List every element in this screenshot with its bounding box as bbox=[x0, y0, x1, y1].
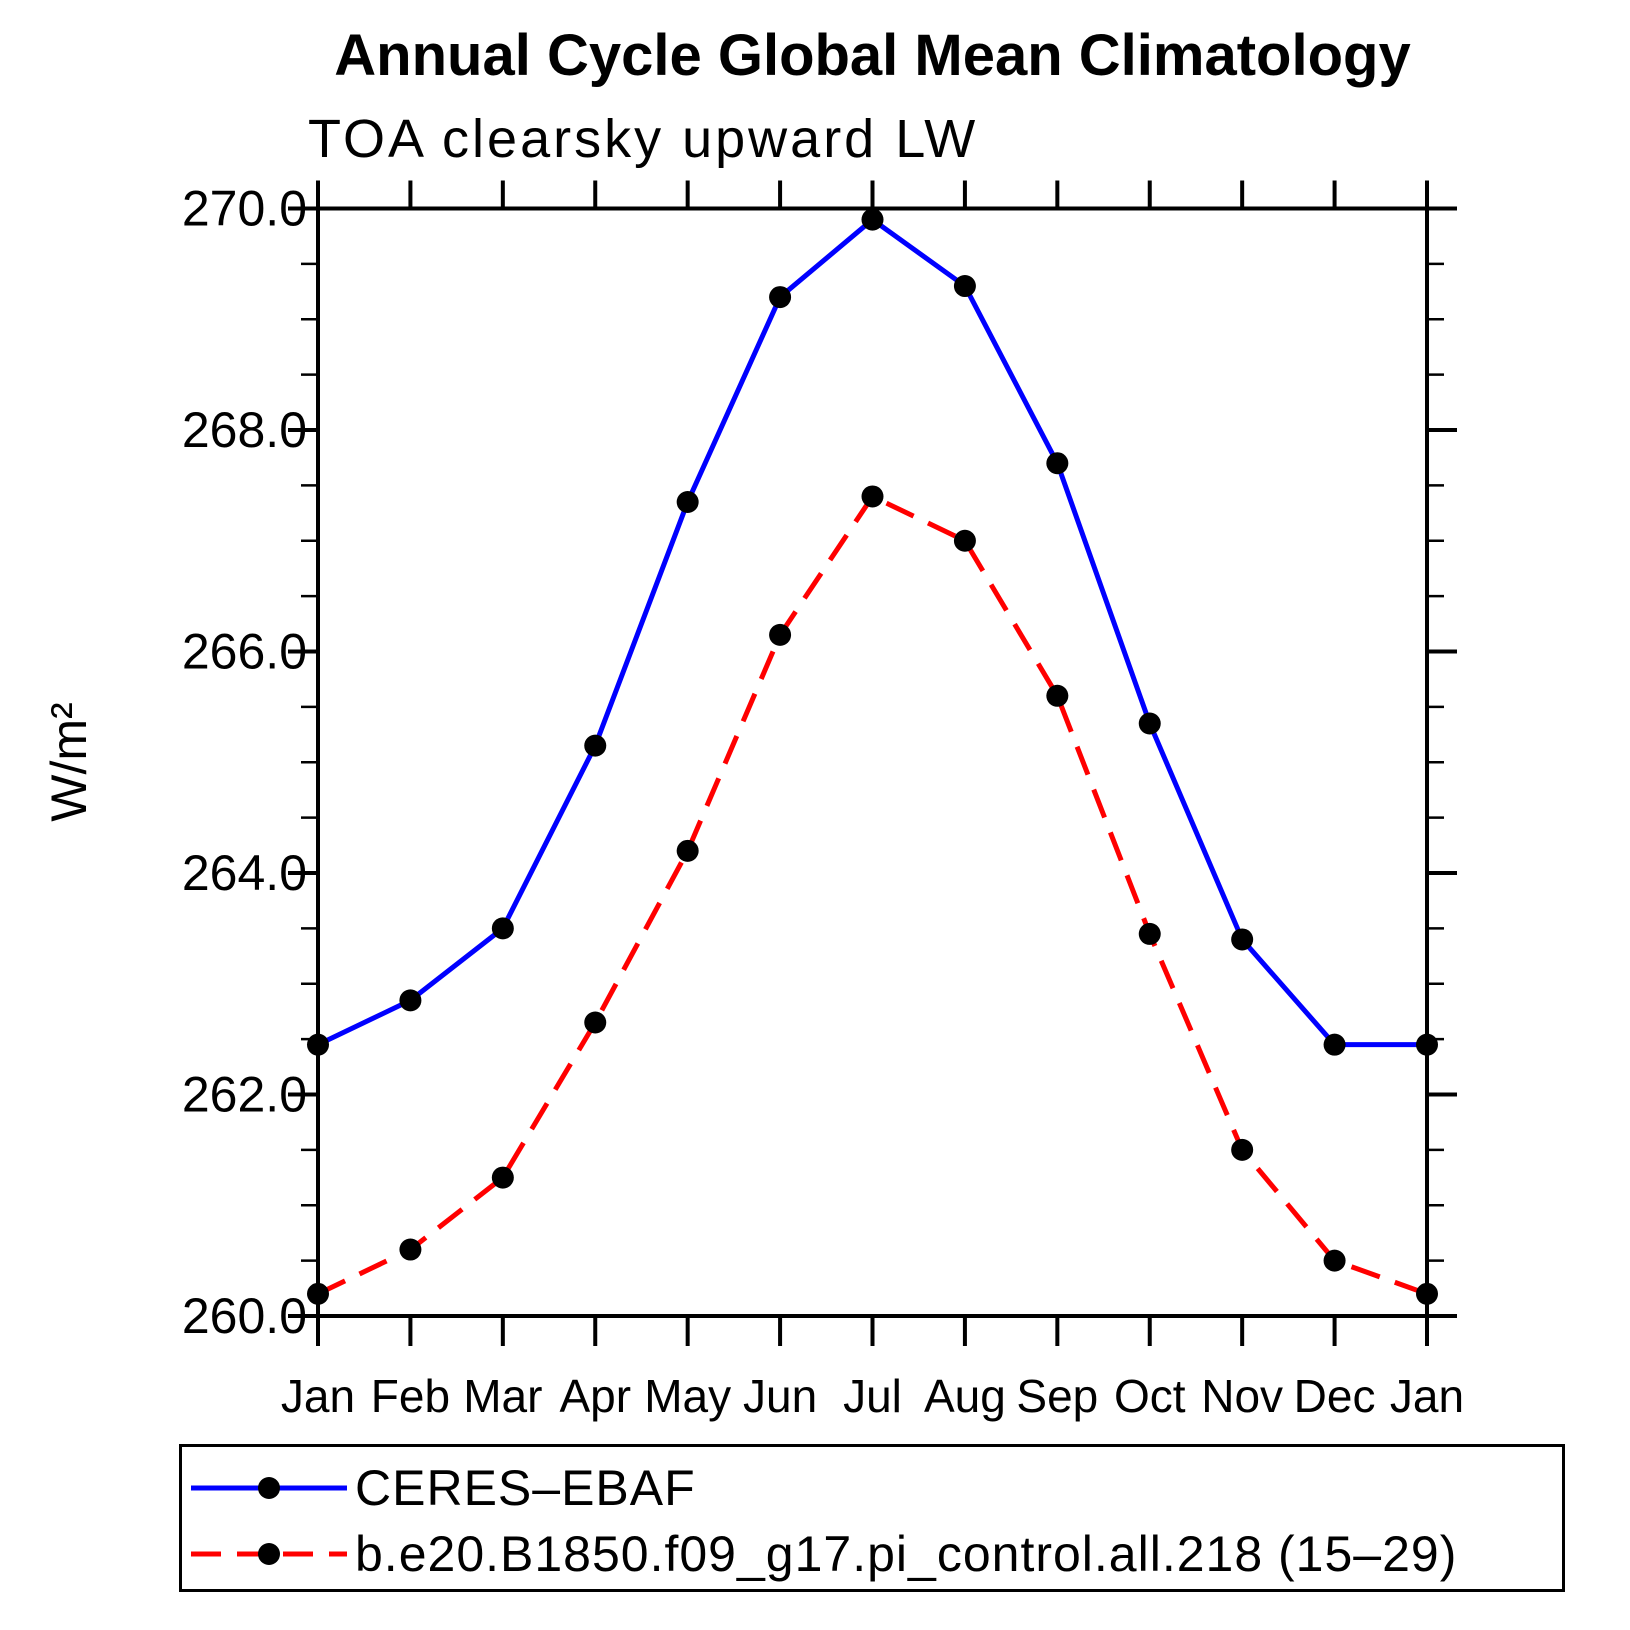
x-tick-label: Jun bbox=[743, 1370, 817, 1422]
chart-title: Annual Cycle Global Mean Climatology bbox=[334, 23, 1411, 88]
x-tick-label: Jan bbox=[1390, 1370, 1464, 1422]
y-tick-label: 270.0 bbox=[182, 181, 307, 237]
legend-item-ceres-ebaf: CERES–EBAF bbox=[189, 1460, 696, 1516]
data-point bbox=[1323, 1249, 1346, 1272]
data-point bbox=[953, 275, 976, 298]
data-point bbox=[1046, 684, 1069, 707]
data-point bbox=[1138, 712, 1161, 735]
data-point bbox=[491, 917, 514, 940]
series-line-dashed bbox=[316, 493, 1428, 1297]
x-tick-label: Apr bbox=[559, 1370, 631, 1422]
x-tick-label: Aug bbox=[924, 1370, 1006, 1422]
data-point bbox=[584, 1011, 607, 1034]
x-tick-label: May bbox=[644, 1370, 731, 1422]
data-point bbox=[1416, 1282, 1438, 1305]
x-tick-label: Mar bbox=[463, 1370, 542, 1422]
x-tick-label: Sep bbox=[1016, 1370, 1098, 1422]
data-point bbox=[399, 989, 422, 1012]
x-tick-label: Nov bbox=[1201, 1370, 1283, 1422]
legend-solid-line-icon bbox=[191, 1477, 347, 1499]
legend-label-ceres-ebaf: CERES–EBAF bbox=[355, 1460, 696, 1516]
data-point bbox=[676, 490, 699, 513]
y-tick-label: 262.0 bbox=[182, 1067, 307, 1123]
x-tick-label: Dec bbox=[1294, 1370, 1376, 1422]
data-point bbox=[861, 485, 884, 508]
legend-dashed-line-icon bbox=[191, 1543, 347, 1565]
x-tick-label: Jan bbox=[281, 1370, 355, 1422]
y-axis-title: W/m² bbox=[41, 702, 97, 821]
data-point bbox=[1416, 1033, 1438, 1056]
data-point bbox=[1231, 1138, 1254, 1161]
data-point bbox=[769, 623, 792, 646]
data-point bbox=[1046, 452, 1069, 475]
data-point bbox=[953, 529, 976, 552]
legend-box: CERES–EBAF b.e20.B1850.f09_g17.pi_contro… bbox=[179, 1444, 1565, 1592]
data-point bbox=[1231, 928, 1254, 951]
data-point bbox=[584, 734, 607, 757]
data-point bbox=[399, 1238, 422, 1261]
y-tick-label: 260.0 bbox=[182, 1288, 307, 1344]
x-tick-label: Oct bbox=[1114, 1370, 1186, 1422]
legend-item-model: b.e20.B1850.f09_g17.pi_control.all.218 (… bbox=[189, 1526, 1457, 1582]
data-point bbox=[307, 1282, 329, 1305]
y-tick-label: 264.0 bbox=[182, 845, 307, 901]
x-tick-label: Feb bbox=[371, 1370, 450, 1422]
y-tick-label: 268.0 bbox=[182, 402, 307, 458]
data-point bbox=[1323, 1033, 1346, 1056]
data-point bbox=[861, 208, 884, 231]
plot-frame bbox=[316, 206, 1429, 1318]
x-tick-label: Jul bbox=[843, 1370, 902, 1422]
data-point bbox=[491, 1166, 514, 1189]
data-point bbox=[307, 1033, 329, 1056]
data-point bbox=[676, 839, 699, 862]
data-point bbox=[769, 286, 792, 309]
series-line-solid bbox=[316, 216, 1427, 1048]
y-tick-label: 266.0 bbox=[182, 624, 307, 680]
data-point bbox=[1138, 922, 1161, 945]
legend-label-model: b.e20.B1850.f09_g17.pi_control.all.218 (… bbox=[355, 1526, 1458, 1582]
chart-subtitle: TOA clearsky upward LW bbox=[308, 109, 979, 169]
